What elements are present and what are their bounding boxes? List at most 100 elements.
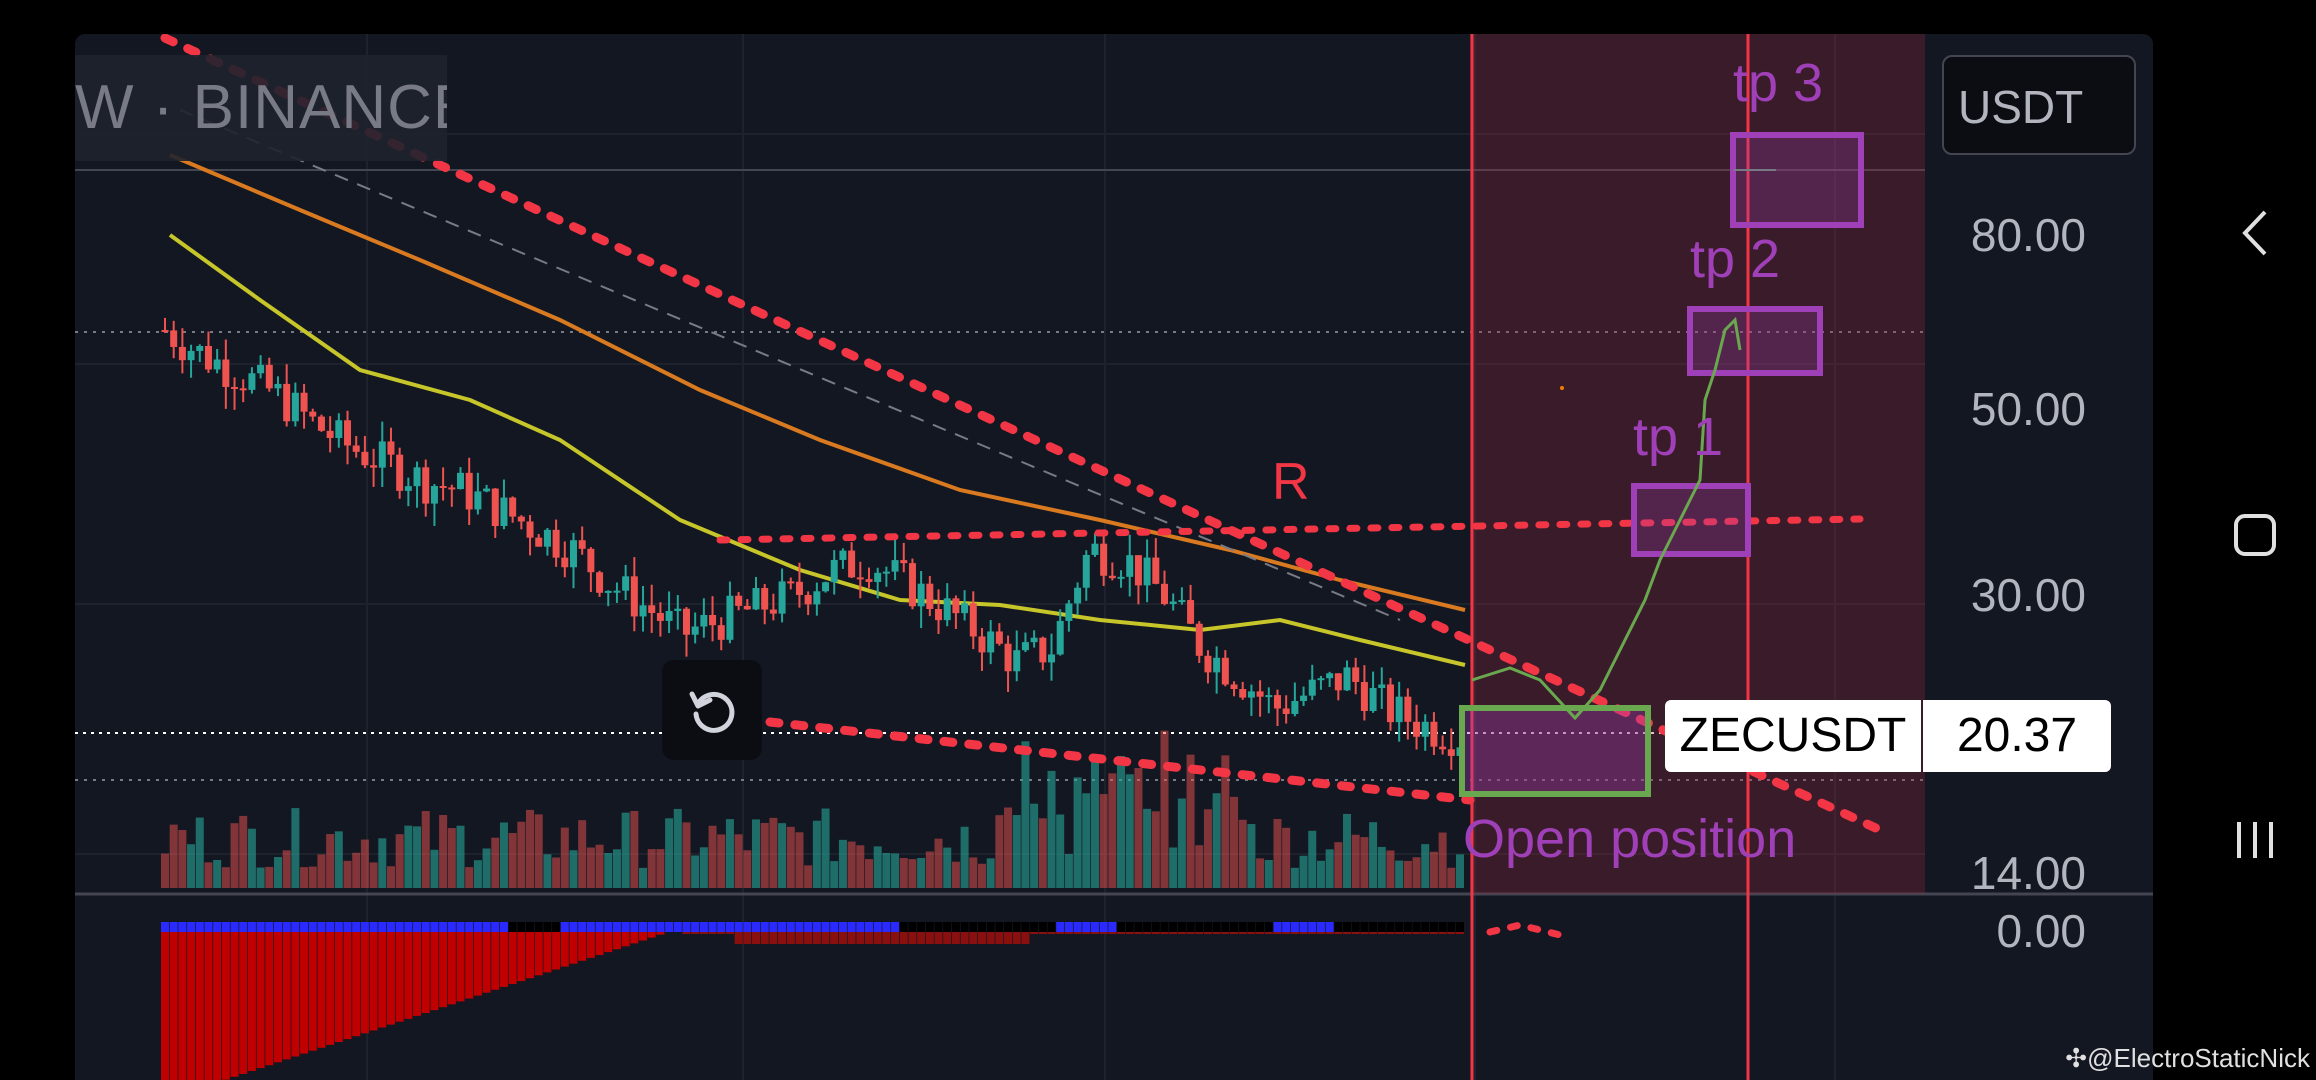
oscillator-dot [161, 922, 169, 932]
nav-recents-button[interactable] [2210, 795, 2300, 885]
volume-bar [560, 827, 569, 888]
oscillator-bar [195, 930, 204, 1080]
oscillator-dot [760, 922, 769, 932]
oscillator-dot [1403, 922, 1412, 932]
oscillator-bar [995, 930, 1004, 944]
oscillator-dot [917, 922, 926, 932]
candle-body [361, 451, 369, 466]
oscillator-dot [1160, 922, 1169, 932]
volume-bar [986, 858, 995, 888]
volume-bar [1421, 844, 1430, 888]
oscillator-bar [656, 930, 665, 935]
oscillator-bar [986, 930, 995, 944]
volume-bar [473, 860, 482, 888]
nav-home-button[interactable] [2210, 490, 2300, 580]
oscillator-bar [308, 930, 317, 1051]
oscillator-dot [838, 922, 847, 932]
candle-body [561, 557, 569, 568]
volume-bar [395, 834, 404, 888]
nav-back-button[interactable] [2210, 188, 2300, 278]
oscillator-dot [395, 922, 404, 932]
volume-bar [778, 823, 787, 888]
oscillator-dot [360, 922, 369, 932]
volume-bar [1212, 793, 1221, 888]
candle-body [1395, 696, 1403, 723]
oscillator-dot [1203, 922, 1212, 932]
volume-bar [882, 852, 891, 888]
dashed-trendline [179, 109, 1401, 621]
candle-body [291, 392, 299, 422]
candle-body [1152, 557, 1160, 584]
oscillator-dot [864, 922, 873, 932]
volume-bar [221, 867, 230, 888]
volume-bar [439, 815, 448, 888]
candle-body [1308, 679, 1316, 696]
oscillator-bar [1021, 930, 1030, 944]
candle-body [978, 636, 986, 653]
oscillator-dot [213, 922, 222, 932]
volume-bar [656, 849, 665, 888]
volume-bar [856, 845, 865, 888]
oscillator-dot [473, 922, 482, 932]
volume-bar [1186, 754, 1195, 888]
volume-bar [1056, 814, 1065, 888]
oscillator-histogram [161, 922, 1464, 1080]
volume-bar [1038, 818, 1047, 888]
candle-body [1004, 643, 1012, 672]
candle-body [300, 392, 308, 412]
oscillator-dot [169, 922, 178, 932]
volume-bar [769, 817, 778, 888]
volume-bar [1403, 860, 1412, 888]
oscillator-bar [864, 930, 873, 944]
candle-body [1126, 555, 1134, 577]
oscillator-dot [526, 922, 535, 932]
currency-button[interactable]: USDT [1942, 55, 2136, 155]
candle-body [1421, 721, 1429, 737]
candle-body [813, 591, 821, 605]
volume-bar [413, 826, 422, 888]
candle-body [474, 491, 482, 510]
oscillator-dot [1186, 922, 1195, 932]
candle-body [370, 465, 378, 468]
volume-bar [734, 834, 743, 888]
oscillator-dot [647, 922, 656, 932]
candle-body [1143, 557, 1151, 586]
chart-canvas[interactable] [75, 34, 2153, 1080]
oscillator-dot [1117, 922, 1126, 932]
volume-bar [1151, 811, 1160, 888]
volume-bar [899, 858, 908, 888]
chart-panel[interactable] [75, 34, 2153, 1080]
oscillator-bar [882, 930, 891, 944]
oscillator-dot [1247, 922, 1256, 932]
candle-body [1030, 637, 1038, 643]
oscillator-dot [1273, 922, 1282, 932]
candle-body [622, 576, 630, 591]
volume-bar [995, 815, 1004, 888]
oscillator-dot [265, 922, 274, 932]
oscillator-dot [969, 922, 978, 932]
candle-body [526, 521, 534, 538]
oscillator-dot [882, 922, 891, 932]
oscillator-bar [526, 930, 535, 979]
candle-body [613, 590, 621, 593]
replay-button[interactable] [662, 660, 762, 760]
oscillator-dot [1151, 922, 1160, 932]
oscillator-bar [439, 930, 448, 1008]
oscillator-dot [682, 922, 691, 932]
oscillator-dot [1377, 922, 1386, 932]
candle-body [1117, 576, 1125, 579]
oscillator-dot [1456, 922, 1464, 932]
oscillator-bar [778, 930, 787, 944]
tp2-box [1687, 306, 1823, 376]
volume-bar [247, 828, 256, 888]
oscillator-dot [300, 922, 309, 932]
oscillator-dot [378, 922, 387, 932]
oscillator-dot [569, 922, 578, 932]
volume-bar [282, 850, 291, 888]
volume-bar [943, 847, 952, 888]
oscillator-dot [908, 922, 917, 932]
tp3-box [1730, 132, 1864, 228]
volume-bar [195, 817, 204, 888]
candle-body [1256, 691, 1264, 697]
candle-body [569, 540, 577, 568]
